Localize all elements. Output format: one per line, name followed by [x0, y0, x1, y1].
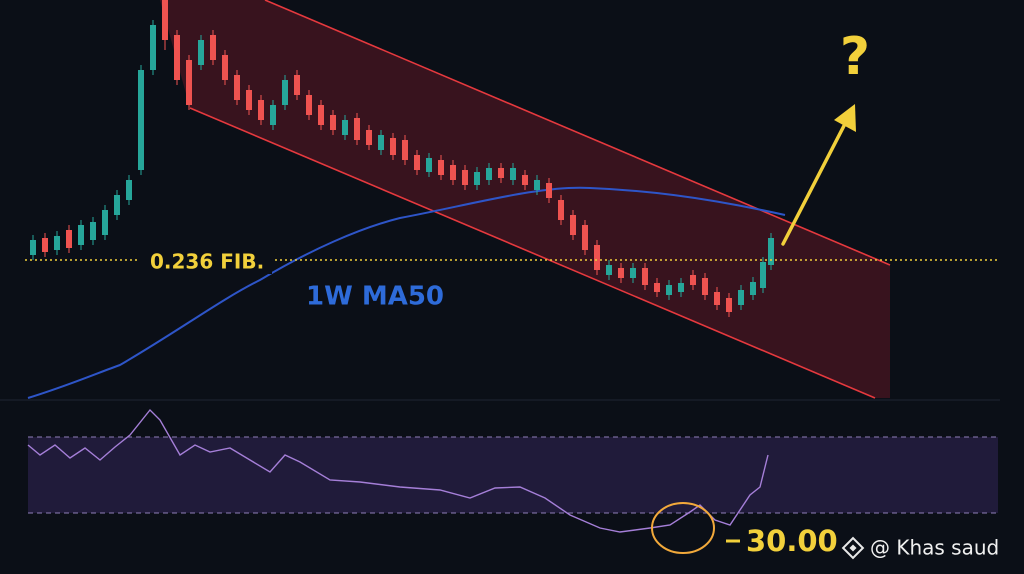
candle-body — [174, 35, 180, 80]
candle-body — [570, 215, 576, 235]
candle-body — [606, 265, 612, 275]
candle-body — [258, 100, 264, 120]
rsi-band — [28, 437, 998, 513]
candle-body — [558, 200, 564, 220]
ma50-line — [27, 186, 786, 399]
candle-body — [198, 40, 204, 65]
candle-body — [54, 236, 60, 250]
candle-body — [162, 0, 168, 40]
channel-fill — [160, 0, 890, 398]
candle-body — [366, 130, 372, 145]
candle-body — [30, 240, 36, 255]
candle-body — [654, 283, 660, 292]
candle-body — [114, 195, 120, 215]
candle-body — [294, 75, 300, 95]
arrow-shaft — [781, 116, 850, 246]
candle-body — [246, 90, 252, 110]
candle-body — [414, 155, 420, 170]
candle-body — [618, 268, 624, 278]
candle-body — [714, 292, 720, 305]
candle-body — [702, 278, 708, 295]
candle-body — [306, 95, 312, 115]
rsi-level: 30.00 — [746, 524, 838, 558]
candle-body — [126, 180, 132, 200]
candle-body — [534, 180, 540, 190]
candle-body — [438, 160, 444, 175]
candle-body — [642, 268, 648, 285]
candle-body — [690, 275, 696, 285]
candle-body — [138, 70, 144, 170]
candle-body — [450, 165, 456, 180]
watermark: @ Khas saud — [870, 536, 999, 560]
candle-body — [330, 115, 336, 130]
candle-body — [510, 168, 516, 180]
candle-body — [594, 245, 600, 270]
fib-label-bg — [140, 250, 272, 274]
candles — [30, 0, 774, 317]
question-mark: ? — [840, 27, 870, 87]
candle-body — [270, 105, 276, 125]
candle-body — [150, 25, 156, 70]
candle-body — [402, 140, 408, 160]
rsi-line — [27, 408, 769, 533]
ma-label: 1W MA50 — [306, 282, 444, 312]
candle-body — [630, 268, 636, 278]
candle-body — [102, 210, 108, 235]
candle-body — [666, 285, 672, 295]
candle-body — [186, 60, 192, 105]
candle-body — [42, 238, 48, 252]
watermark-logo — [841, 536, 865, 560]
candle-body — [768, 238, 774, 265]
candle-body — [78, 225, 84, 245]
candle-body — [378, 135, 384, 150]
candle-body — [582, 225, 588, 250]
arrow-head — [834, 104, 856, 132]
candle-body — [66, 230, 72, 248]
candle-body — [210, 35, 216, 60]
candle-body — [750, 282, 756, 295]
candle-body — [282, 80, 288, 105]
candle-body — [546, 183, 552, 198]
candle-body — [678, 283, 684, 292]
candle-body — [234, 75, 240, 100]
candle-body — [462, 170, 468, 185]
candle-body — [522, 175, 528, 185]
rsi-highlight — [651, 502, 715, 554]
candle-body — [474, 172, 480, 185]
candle-body — [318, 105, 324, 125]
candle-body — [760, 262, 766, 288]
channel-upper — [264, 0, 891, 266]
candle-body — [390, 138, 396, 155]
candle-body — [426, 158, 432, 172]
candle-body — [222, 55, 228, 80]
candle-body — [486, 168, 492, 180]
candle-body — [738, 290, 744, 305]
channel-lower — [189, 107, 876, 399]
fib-label: 0.236 FIB. — [150, 250, 264, 274]
candle-body — [342, 120, 348, 135]
candle-body — [90, 222, 96, 240]
candle-body — [498, 168, 504, 178]
candle-body — [726, 298, 732, 312]
candle-body — [354, 118, 360, 140]
